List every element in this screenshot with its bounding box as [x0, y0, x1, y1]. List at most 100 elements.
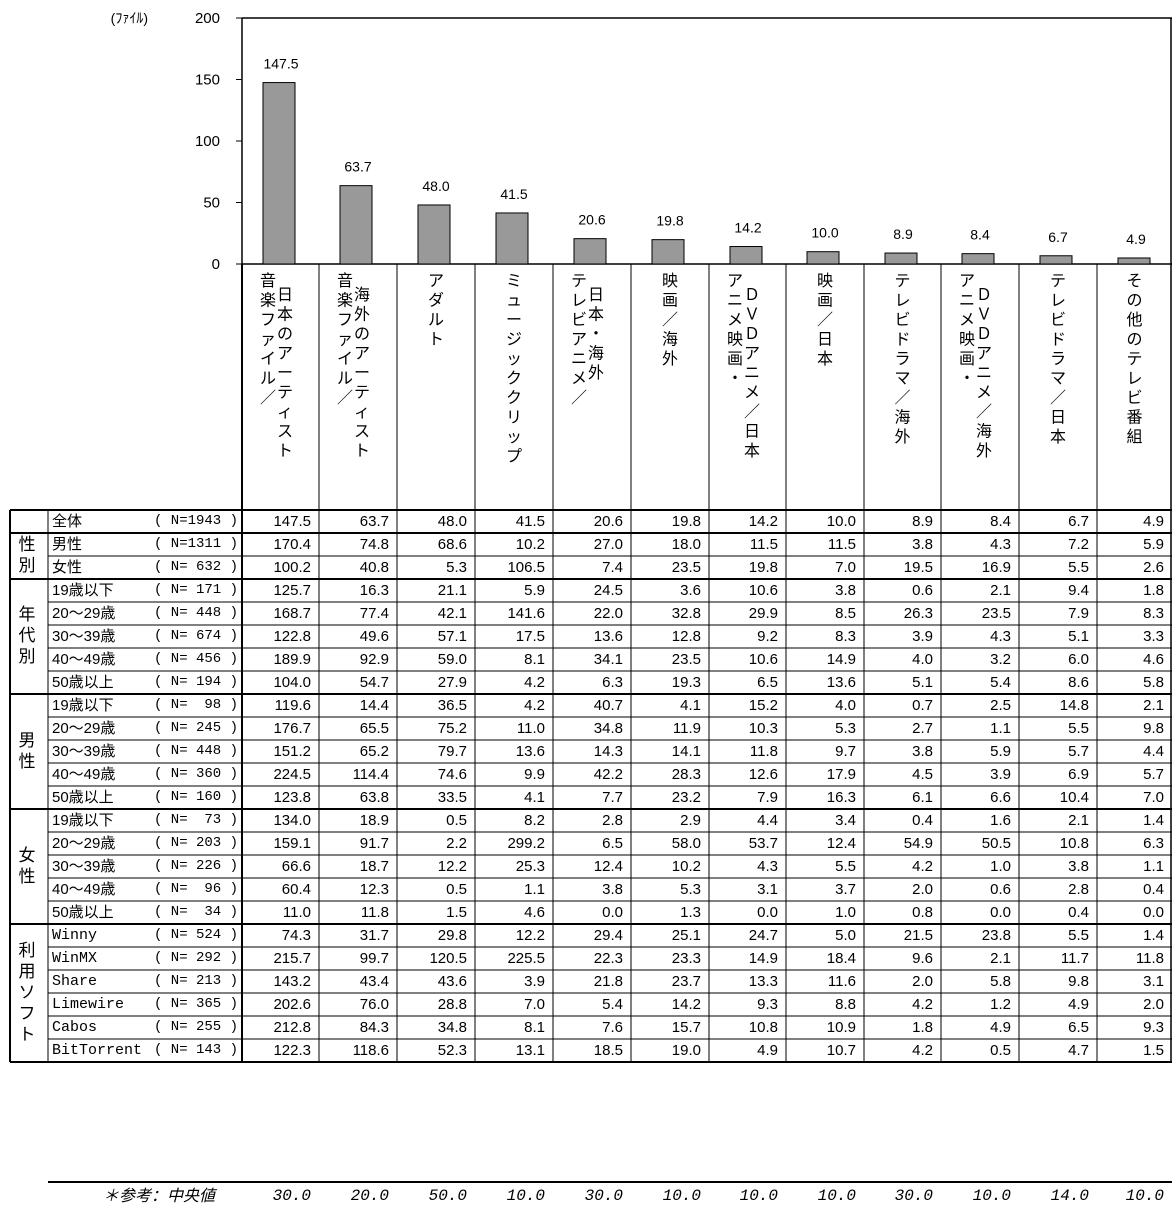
table-cell: 224.5	[273, 766, 311, 783]
category-label-glyph: 外	[662, 350, 678, 368]
table-row: 30～39歳 ( N= 674 ) 122.8 49.6 57.1 17.5 13.6 12.…	[0, 625, 1172, 648]
bar	[495, 212, 529, 265]
row-sample-size: ( N= 448 )	[153, 743, 238, 759]
table-cell: 12.2	[515, 927, 545, 944]
reference-value: 10.0	[817, 1187, 856, 1205]
category-label-glyph: イ	[260, 351, 276, 368]
reference-value: 10.0	[1125, 1187, 1164, 1205]
table-cell: 34.1	[593, 651, 623, 668]
table-cell: 31.7	[359, 927, 389, 944]
table-cell: 189.9	[273, 651, 311, 668]
table-cell: 25.1	[671, 927, 701, 944]
table-cell: 42.2	[593, 766, 623, 783]
table-row: 30～39歳 ( N= 226 ) 66.6 18.7 12.2 25.3 12.4 10.2…	[0, 855, 1172, 878]
table-cell: 0.0	[602, 904, 623, 921]
category-label-glyph: メ	[727, 312, 743, 329]
category-label-glyph: 外	[894, 428, 910, 446]
table-cell: 4.3	[757, 858, 778, 875]
table-cell: 11.6	[827, 973, 856, 990]
table-cell: 1.5	[1143, 1042, 1164, 1059]
table-cell: 12.4	[826, 835, 856, 852]
y-unit-label: (ﾌｧｲﾙ)	[111, 10, 148, 26]
row-sample-size: ( N= 448 )	[153, 605, 238, 621]
table-cell: 14.8	[1059, 697, 1089, 714]
bar	[729, 246, 763, 265]
group-label-text: 利用ソフト	[18, 940, 36, 1045]
table-cell: 10.4	[1059, 789, 1089, 806]
table-cell: 4.9	[1068, 996, 1089, 1013]
category-label-glyph: ッ	[506, 351, 522, 368]
bar	[573, 238, 607, 265]
category-label-glyph: 組	[1126, 428, 1142, 446]
category-label-glyph: ス	[277, 424, 293, 441]
category-label-glyph: ド	[894, 332, 910, 349]
table-cell: 9.2	[757, 628, 778, 645]
table-cell: 1.2	[990, 996, 1011, 1013]
table-cell: 75.2	[437, 720, 467, 737]
table-cell: 18.4	[826, 950, 856, 967]
category-label-glyph: テ	[1050, 273, 1066, 290]
table-cell: 170.4	[273, 536, 311, 553]
table-cell: 22.3	[593, 950, 623, 967]
category-label-glyph: テ	[354, 385, 370, 402]
table-cell: 3.9	[524, 973, 545, 990]
category-label-glyph: Ｖ	[976, 307, 992, 324]
category-label-glyph: ミ	[506, 273, 522, 290]
table-cell: 1.1	[990, 720, 1011, 737]
table-cell: 4.7	[1068, 1042, 1089, 1059]
reference-value: 30.0	[894, 1187, 933, 1205]
category-label-glyph: 画	[959, 351, 975, 368]
category-label-glyph: ー	[506, 312, 522, 329]
table-cell: 1.8	[1143, 582, 1164, 599]
table-cell: 5.3	[680, 881, 701, 898]
category-label-glyph: メ	[976, 385, 992, 402]
table-row: 30～39歳 ( N= 448 ) 151.2 65.2 79.7 13.6 14.3 14.…	[0, 740, 1172, 763]
table-cell: 10.8	[748, 1019, 778, 1036]
table-cell: 52.3	[437, 1042, 467, 1059]
table-cell: 4.3	[990, 536, 1011, 553]
category-label-glyph: Ｄ	[976, 326, 992, 343]
table-row: Share ( N= 213 ) 143.2 43.4 43.6 3.9 21.8 23.7 1…	[0, 970, 1172, 993]
category-label-glyph: ア	[428, 273, 444, 290]
category-label-glyph: 日	[1050, 410, 1066, 427]
category-label-glyph: 音	[260, 272, 276, 290]
category-label-glyph: 本	[277, 306, 293, 324]
table-cell: 151.2	[273, 743, 311, 760]
table-cell: 20.6	[593, 513, 623, 530]
bar-value-label: 19.8	[656, 213, 683, 229]
group-label: 年代別	[8, 579, 46, 694]
table-cell: 122.3	[273, 1042, 311, 1059]
table-cell: 14.3	[593, 743, 623, 760]
table-cell: 2.0	[1143, 996, 1164, 1013]
table-cell: 34.8	[437, 1019, 467, 1036]
table-cell: 5.9	[1143, 536, 1164, 553]
category-label-glyph: ア	[959, 273, 975, 290]
bar-value-label: 8.4	[970, 227, 990, 243]
category-label-glyph: ／	[976, 404, 992, 421]
category-label-glyph: ァ	[337, 332, 353, 349]
y-tick-label: 0	[212, 256, 220, 273]
row-label: 全体	[52, 513, 83, 530]
category-label-glyph: テ	[277, 385, 293, 402]
table-cell: 23.3	[671, 950, 701, 967]
table-cell: 10.2	[515, 536, 545, 553]
table-row: 19歳以下 ( N= 73 ) 134.0 18.9 0.5 8.2 2.8 2.9 4.4 3.…	[0, 809, 1172, 832]
category-label-glyph: ジ	[506, 332, 522, 349]
category-label-glyph: ・	[727, 371, 743, 388]
table-cell: 23.8	[981, 927, 1011, 944]
row-label: BitTorrent	[52, 1042, 143, 1059]
table-cell: 54.7	[359, 674, 389, 691]
row-label: 50歳以上	[52, 789, 114, 806]
reference-value: 14.0	[1050, 1187, 1089, 1205]
table-cell: 14.4	[359, 697, 389, 714]
table-cell: 4.4	[1143, 743, 1164, 760]
table-cell: 6.6	[990, 789, 1011, 806]
category-label-glyph: テ	[894, 273, 910, 290]
table-row: 20～29歳 ( N= 203 ) 159.1 91.7 2.2 299.2 6.5 58.0…	[0, 832, 1172, 855]
table-cell: 6.1	[912, 789, 933, 806]
category-label-glyph: の	[1126, 332, 1142, 349]
